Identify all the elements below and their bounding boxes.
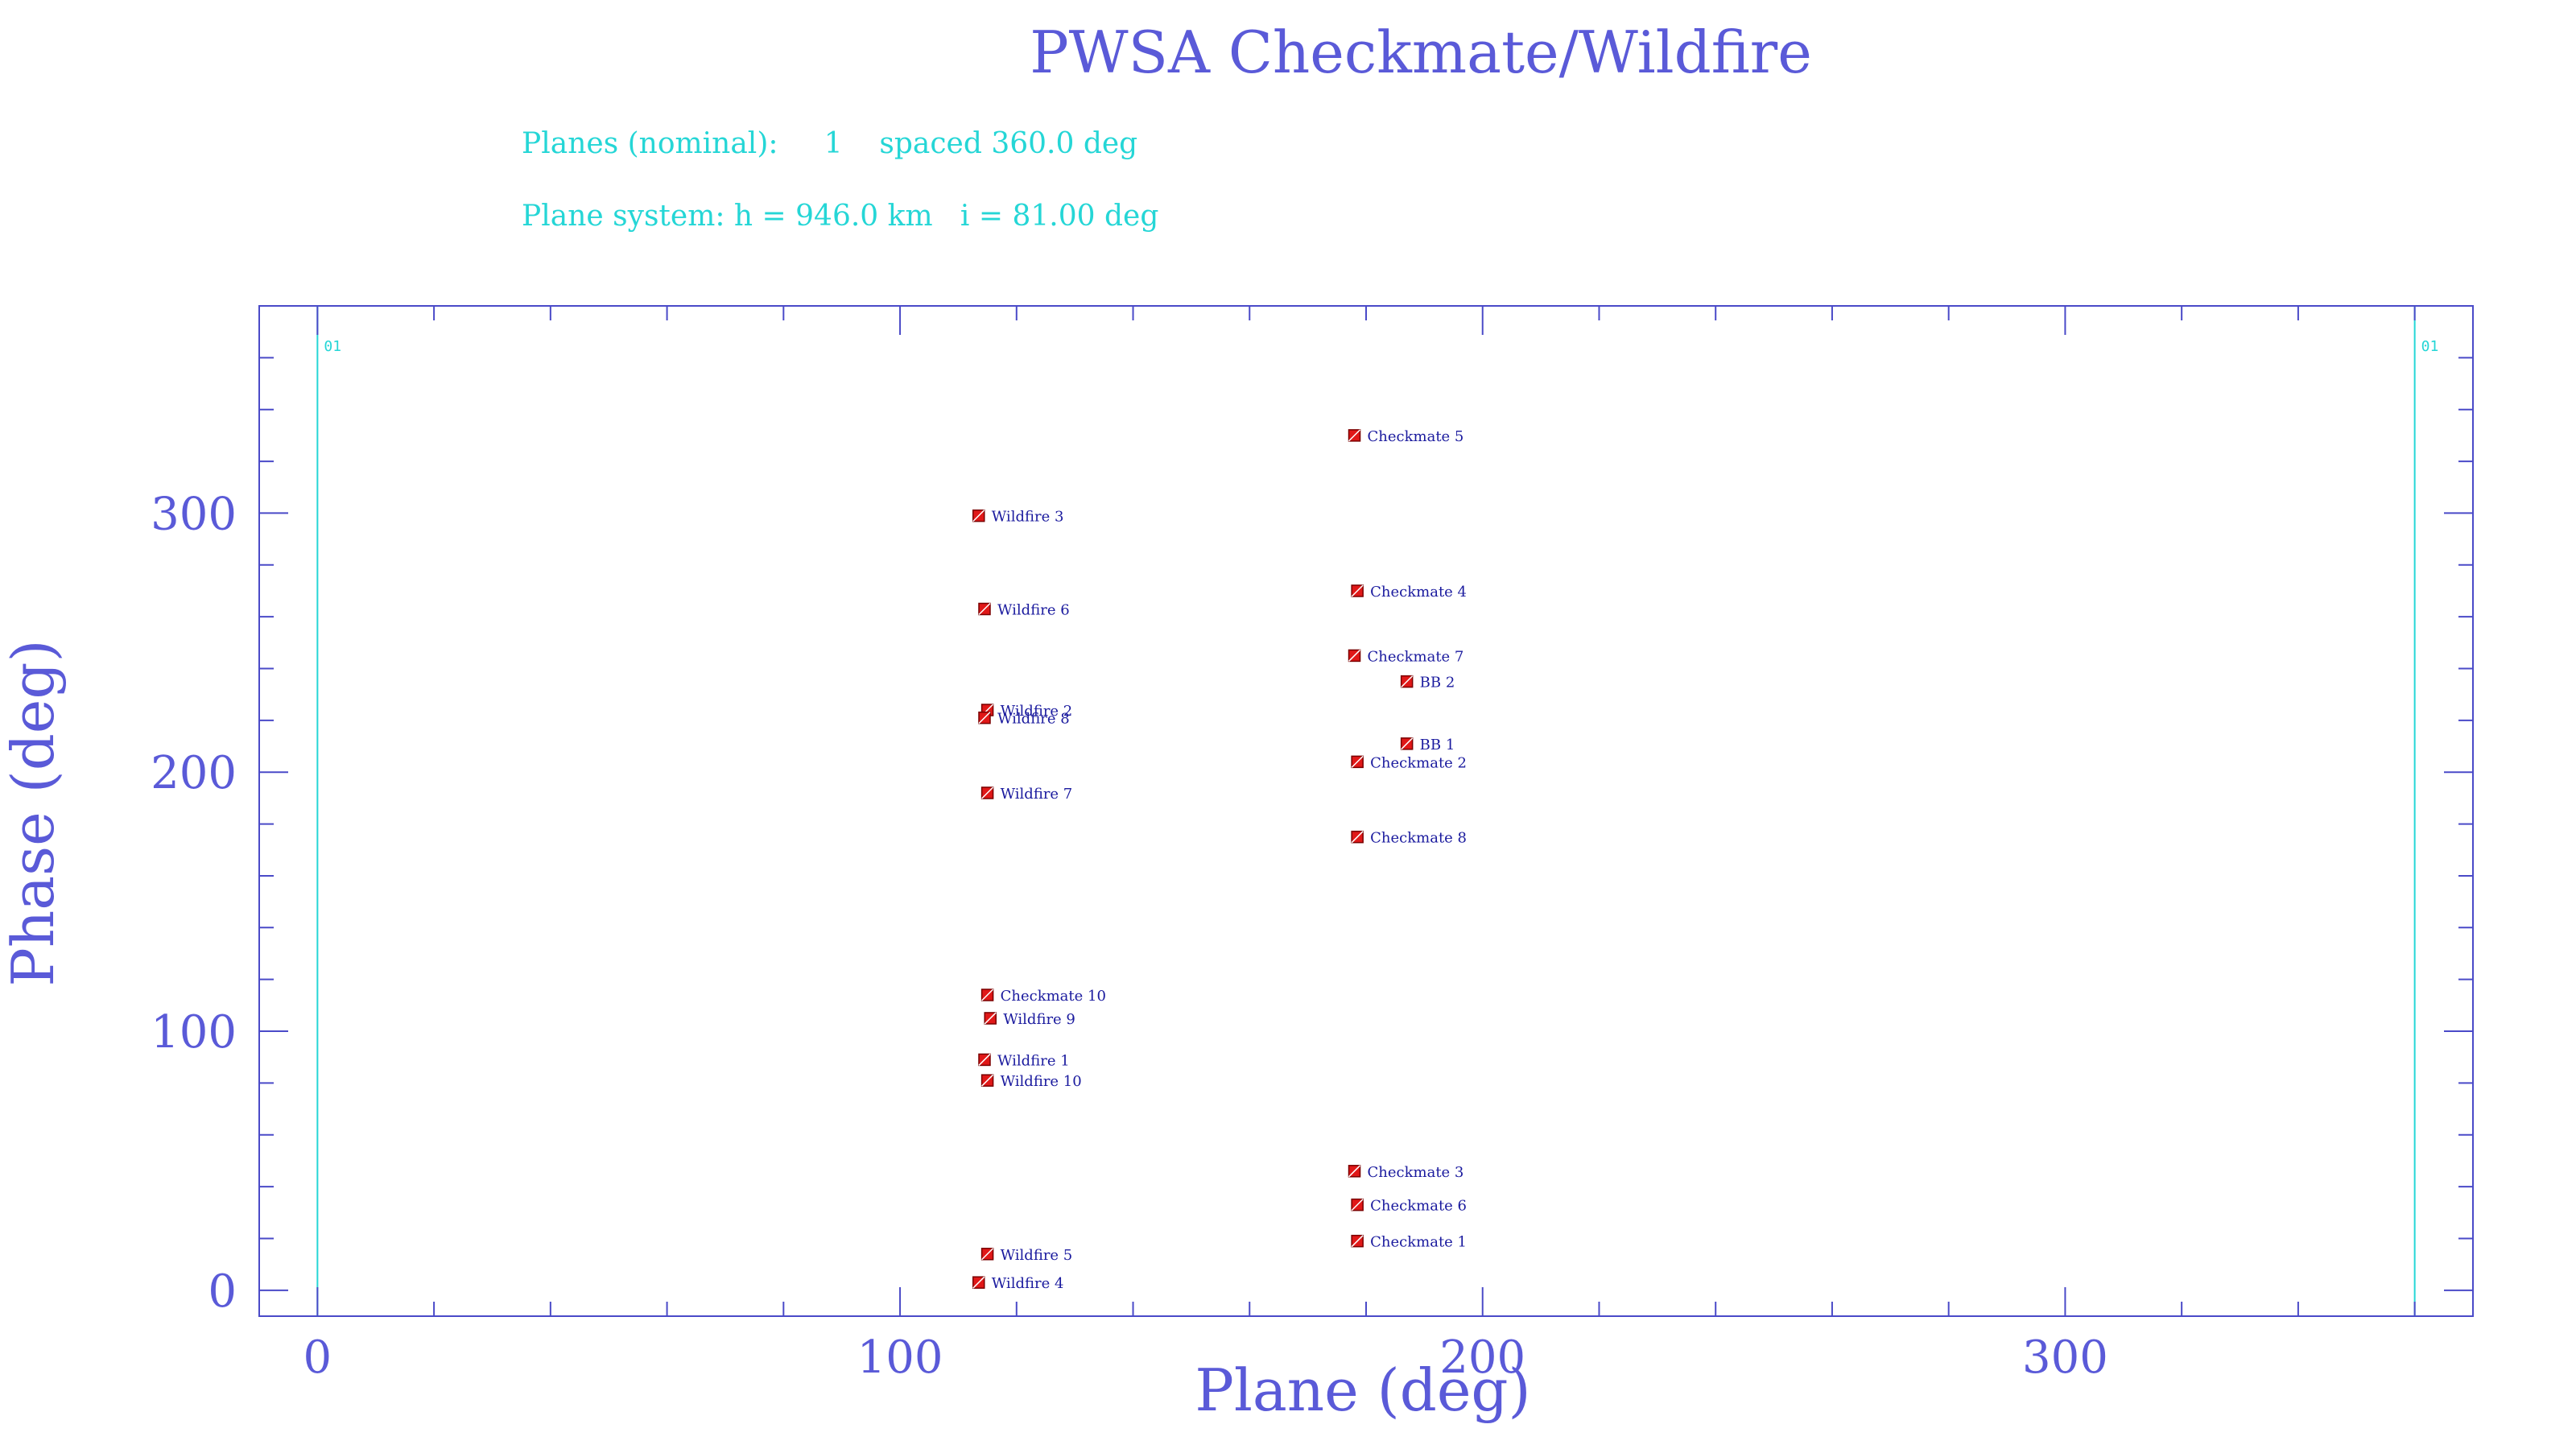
plane-system-info: Plane system: h = 946.0 km i = 81.00 deg [522,200,1158,233]
satellite-label: Checkmate 10 [1001,988,1106,1005]
y-tick-label: 100 [151,1006,237,1059]
satellite-label: Wildfire 10 [1001,1073,1082,1090]
satellite-marker-slash [981,786,994,799]
satellite-label: BB 2 [1420,675,1455,691]
y-axis-label: Phase (deg) [0,639,67,986]
y-tick-label: 300 [151,488,237,540]
plot-frame [258,305,2474,1317]
satellite-label: Checkmate 6 [1370,1198,1467,1215]
x-axis-label: Plane (deg) [1195,1356,1530,1424]
plane-line-label: 01 [2421,338,2439,355]
satellite-marker-slash [978,1053,991,1066]
satellite-marker-slash [984,1012,997,1025]
y-tick-label: 0 [208,1265,237,1318]
satellite-marker-slash [972,1276,985,1289]
satellite-label: Wildfire 9 [1003,1011,1075,1028]
satellite-label: Checkmate 8 [1370,830,1467,847]
satellite-marker-slash [1401,737,1414,750]
satellite-marker-slash [978,602,991,616]
plot-area: 01 01 0 100 200 300 0 100 200 300 Checkmate 5 Wildf… [151,305,2474,1384]
satellite-label: Wildfire 6 [997,602,1070,619]
satellite-label: Checkmate 7 [1368,648,1464,665]
satellite-label: BB 1 [1420,737,1455,753]
y-tick-label: 200 [151,747,237,799]
satellite-marker-slash [1351,755,1364,768]
satellite-label: Checkmate 1 [1370,1234,1467,1251]
satellite-label: Wildfire 1 [997,1052,1070,1069]
satellite-marker-slash [1348,429,1361,442]
x-tick-label: 200 [1439,1331,1525,1384]
satellite-marker-slash [981,1074,994,1087]
satellite-marker-slash [981,1248,994,1261]
satellite-label: Checkmate 5 [1368,428,1464,445]
x-tick-label: 300 [2022,1331,2108,1384]
satellite-label: Wildfire 8 [997,711,1070,728]
satellite-label: Checkmate 3 [1368,1164,1464,1181]
satellite-marker-slash [972,510,985,522]
satellite-marker-slash [1351,1235,1364,1248]
satellite-marker-slash [1348,649,1361,662]
chart-title: PWSA Checkmate/Wildfire [1030,19,1812,86]
satellite-marker-slash [981,989,994,1001]
satellite-label: Wildfire 2 [1001,703,1073,720]
satellite-marker-slash [1351,584,1364,597]
satellite-marker-slash [1401,675,1414,688]
satellite-label: Wildfire 5 [1001,1247,1073,1264]
satellite-marker-slash [1351,1199,1364,1212]
satellite-label: Checkmate 4 [1370,584,1467,601]
plane-line-label: 01 [324,338,341,355]
satellite-marker-slash [1348,1165,1361,1178]
satellite-label: Wildfire 3 [992,509,1064,526]
satellite-marker-slash [1351,831,1364,844]
x-tick-label: 0 [303,1331,332,1384]
planes-info: Planes (nominal): 1 spaced 360.0 deg [522,127,1137,160]
satellite-label: Wildfire 4 [992,1275,1064,1292]
x-tick-label: 100 [857,1331,943,1384]
satellite-label: Checkmate 2 [1370,754,1467,771]
satellite-marker-slash [978,712,991,724]
satellite-label: Wildfire 7 [1001,786,1073,803]
